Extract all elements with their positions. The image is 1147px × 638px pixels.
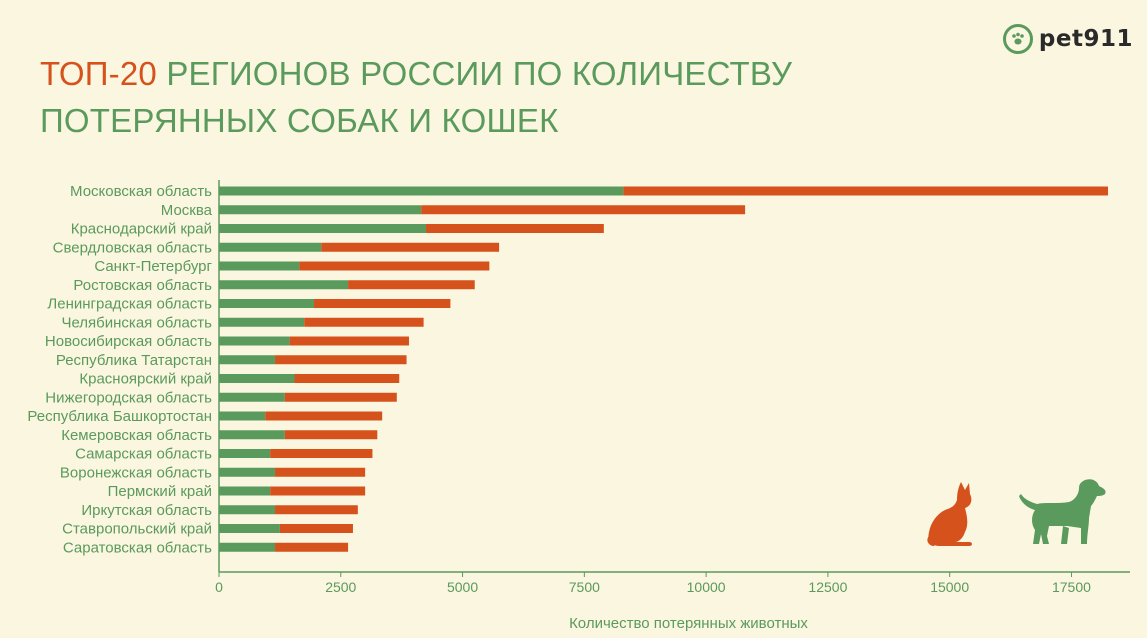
category-label: Саратовская область xyxy=(63,539,212,556)
bar-segment-green xyxy=(219,336,290,346)
x-tick-label: 17500 xyxy=(1052,579,1091,595)
bar-segment-green xyxy=(219,505,276,515)
bar-segment-orange xyxy=(313,299,451,308)
x-tick-label: 0 xyxy=(215,579,223,595)
x-tick-label: 10000 xyxy=(687,579,726,595)
bar-segment-orange xyxy=(294,374,400,383)
x-tick-label: 7500 xyxy=(569,579,600,595)
bar-segment-orange xyxy=(348,280,475,290)
category-label: Иркутская область xyxy=(81,502,212,519)
bar-segment-green xyxy=(219,392,285,402)
bar-segment-orange xyxy=(270,486,366,496)
bar-segment-orange xyxy=(284,392,397,402)
category-label: Ростовская область xyxy=(73,277,212,294)
x-tick-label: 5000 xyxy=(447,579,478,595)
chart-title: ТОП-20 РЕГИОНОВ РОССИИ ПО КОЛИЧЕСТВУ ПОТ… xyxy=(40,50,792,144)
animal-illustrations xyxy=(925,478,1107,546)
bar-segment-orange xyxy=(321,242,500,252)
dog-icon xyxy=(1019,479,1106,544)
category-label: Ленинградская область xyxy=(47,296,212,313)
bar-segment-orange xyxy=(426,224,604,233)
bar-segment-green xyxy=(219,205,422,215)
brand-logo[interactable]: pet911 xyxy=(1002,24,1133,54)
bar-segment-green xyxy=(219,280,349,290)
category-label: Республика Татарстан xyxy=(56,352,212,369)
bar-segment-green xyxy=(219,430,285,440)
bar-segment-green xyxy=(219,467,276,477)
title-rest: РЕГИОНОВ РОССИИ ПО КОЛИЧЕСТВУ xyxy=(156,55,793,92)
category-label: Ставропольский край xyxy=(62,521,212,538)
bar-segment-green xyxy=(219,486,271,496)
bar-segment-orange xyxy=(421,205,746,215)
bar-segment-green xyxy=(219,374,295,383)
category-label: Москва xyxy=(161,202,213,219)
title-accent: ТОП-20 xyxy=(40,55,157,92)
x-axis-label: Количество потерянных животных xyxy=(569,615,808,632)
category-label: Красноярский край xyxy=(79,371,212,388)
category-label: Самарская область xyxy=(75,446,212,463)
cat-icon xyxy=(927,482,972,546)
category-label: Санкт-Петербург xyxy=(94,258,212,275)
category-label: Кемеровская область xyxy=(61,427,212,444)
bar-segment-orange xyxy=(270,449,373,458)
x-ticks: 0 2500 5000 7500 10000 12500 15000 17500 xyxy=(215,572,1091,595)
bars-group xyxy=(219,186,1108,552)
category-labels: Московская область Москва Краснодарский кр… xyxy=(27,183,212,556)
bar-segment-green xyxy=(219,317,305,327)
category-label: Свердловская область xyxy=(53,239,213,256)
bar-segment-orange xyxy=(275,505,358,515)
bar-segment-orange xyxy=(299,261,490,271)
title-line-1: ТОП-20 РЕГИОНОВ РОССИИ ПО КОЛИЧЕСТВУ xyxy=(40,50,792,97)
bar-segment-orange xyxy=(289,336,409,346)
bar-segment-green xyxy=(219,524,280,533)
bar-segment-green xyxy=(219,411,266,421)
bar-segment-green xyxy=(219,449,271,458)
bar-segment-orange xyxy=(275,467,366,477)
category-label: Челябинская область xyxy=(61,314,212,331)
logo-text: pet911 xyxy=(1038,26,1133,52)
bar-segment-green xyxy=(219,186,624,196)
category-label: Московская область xyxy=(70,183,212,200)
category-label: Республика Башкортостан xyxy=(27,408,212,425)
category-label: Пермский край xyxy=(108,483,212,500)
category-label: Воронежская область xyxy=(60,464,212,481)
bar-segment-orange xyxy=(275,542,349,552)
bar-segment-orange xyxy=(304,317,424,327)
x-tick-label: 12500 xyxy=(808,579,847,595)
bar-segment-green xyxy=(219,261,300,271)
bar-segment-green xyxy=(219,242,322,252)
bar-segment-green xyxy=(219,355,276,365)
x-tick-label: 15000 xyxy=(930,579,969,595)
title-line-2: ПОТЕРЯННЫХ СОБАК И КОШЕК xyxy=(40,102,559,139)
bar-segment-orange xyxy=(265,411,383,421)
category-label: Краснодарский край xyxy=(71,221,212,238)
bar-segment-orange xyxy=(623,186,1108,196)
bar-segment-green xyxy=(219,299,314,308)
x-tick-label: 2500 xyxy=(325,579,356,595)
bar-segment-green xyxy=(219,542,276,552)
bar-segment-green xyxy=(219,224,427,233)
bar-segment-orange xyxy=(275,355,407,365)
bar-segment-orange xyxy=(279,524,353,533)
category-label: Новосибирская область xyxy=(45,333,212,350)
bar-segment-orange xyxy=(284,430,378,440)
category-label: Нижегородская область xyxy=(45,389,212,406)
paw-icon xyxy=(1002,24,1033,54)
